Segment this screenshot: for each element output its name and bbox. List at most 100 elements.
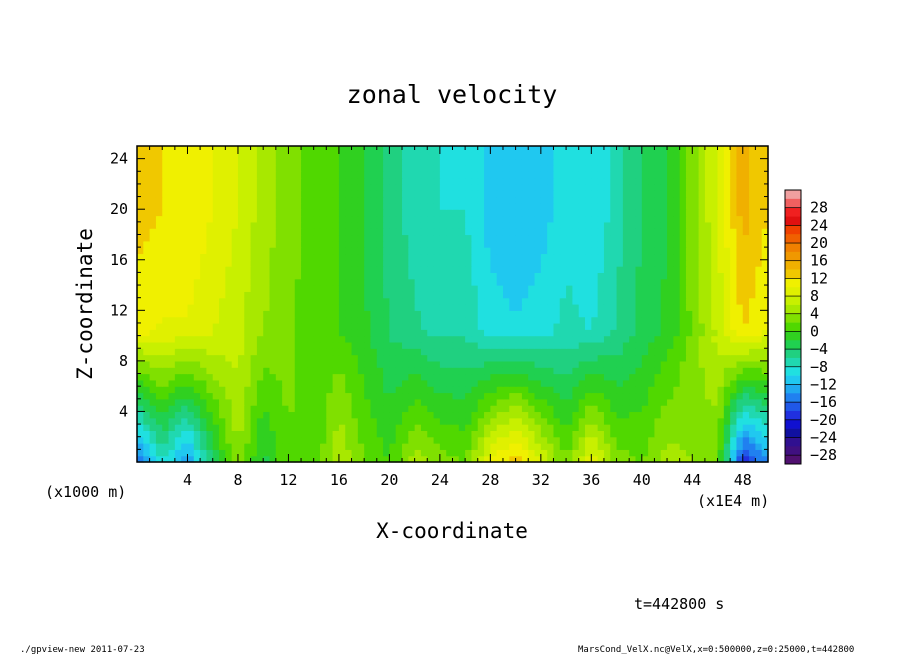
heatmap-cell [149,278,157,286]
heatmap-cell [452,285,460,292]
heatmap-cell [345,240,353,248]
heatmap-cell [351,228,359,236]
heatmap-cell [143,196,151,204]
heatmap-cell [181,272,189,280]
heatmap-cell [755,240,763,248]
heatmap-cell [515,297,523,305]
heatmap-cell [332,183,340,191]
heatmap-cell [572,215,580,223]
heatmap-cell [749,215,756,223]
heatmap-cell [364,430,372,438]
heatmap-cell [610,196,618,204]
heatmap-cell [534,373,542,381]
heatmap-cell [174,253,182,261]
heatmap-cell [559,405,567,413]
heatmap-cell [307,266,315,273]
heatmap-cell [610,417,618,425]
heatmap-cell [648,164,656,172]
heatmap-cell [698,360,706,368]
heatmap-cell [711,405,719,413]
heatmap-cell [313,360,321,368]
heatmap-cell [446,373,454,381]
heatmap-cell [585,341,592,349]
heatmap-cell [572,424,580,431]
heatmap-cell [704,424,712,431]
heatmap-cell [635,196,643,204]
heatmap-cell [313,272,321,280]
heatmap-cell [749,316,756,324]
heatmap-cell [553,221,561,229]
heatmap-cell [162,177,170,185]
heatmap-cell [490,247,498,255]
heatmap-cell [237,272,245,280]
heatmap-cell [755,430,763,438]
heatmap-cell [383,386,390,394]
heatmap-cell [212,177,220,185]
heatmap-cell [509,417,517,425]
heatmap-cell [723,209,731,217]
heatmap-cell [749,379,756,387]
heatmap-cell [465,209,473,217]
heatmap-cell [603,266,611,273]
heatmap-cell [723,379,731,387]
heatmap-cell [629,209,637,217]
heatmap-cell [338,424,346,431]
heatmap-cell [364,164,372,172]
heatmap-cell [597,196,605,204]
heatmap-cell [275,164,283,172]
heatmap-cell [402,272,409,280]
heatmap-cell [294,234,302,242]
heatmap-cell [427,455,435,463]
heatmap-cell [319,240,327,248]
heatmap-cell [610,411,618,419]
heatmap-cell [162,373,170,381]
heatmap-cell [685,398,693,406]
heatmap-cell [452,259,460,267]
heatmap-cell [370,158,378,166]
heatmap-cell [597,335,605,343]
heatmap-cell [673,392,681,400]
heatmap-cell [357,158,365,166]
heatmap-cell [496,424,504,431]
heatmap-cell [332,221,340,229]
heatmap-cell [603,304,611,311]
heatmap-cell [452,240,460,248]
heatmap-cell [673,234,681,242]
heatmap-cell [648,392,656,400]
heatmap-cell [603,392,611,400]
heatmap-cell [364,304,372,311]
heatmap-cell [559,291,567,299]
heatmap-cell [465,367,473,375]
heatmap-cell [168,329,176,337]
heatmap-cell [648,430,656,438]
heatmap-cell [515,360,523,368]
heatmap-cell [439,436,447,444]
heatmap-cell [641,221,649,229]
heatmap-cell [244,430,252,438]
heatmap-cell [137,190,144,198]
heatmap-cell [231,411,239,419]
heatmap-cell [477,215,485,223]
heatmap-cell [496,379,504,387]
heatmap-cell [231,202,239,210]
heatmap-cell [749,240,756,248]
heatmap-cell [143,322,151,330]
heatmap-cell [376,341,384,349]
heatmap-cell [641,379,649,387]
heatmap-cell [206,247,214,255]
heatmap-cell [723,443,731,450]
heatmap-cell [509,291,517,299]
heatmap-cell [376,183,384,191]
heatmap-cell [635,335,643,343]
heatmap-cell [200,316,208,324]
heatmap-cell [187,183,195,191]
heatmap-cell [465,190,473,198]
heatmap-cell [585,348,592,356]
heatmap-cell [345,247,353,255]
heatmap-cell [345,196,353,204]
heatmap-cell [332,354,340,362]
heatmap-cell [244,436,252,444]
heatmap-cell [174,171,182,179]
heatmap-cell [717,164,725,172]
heatmap-cell [200,171,208,179]
